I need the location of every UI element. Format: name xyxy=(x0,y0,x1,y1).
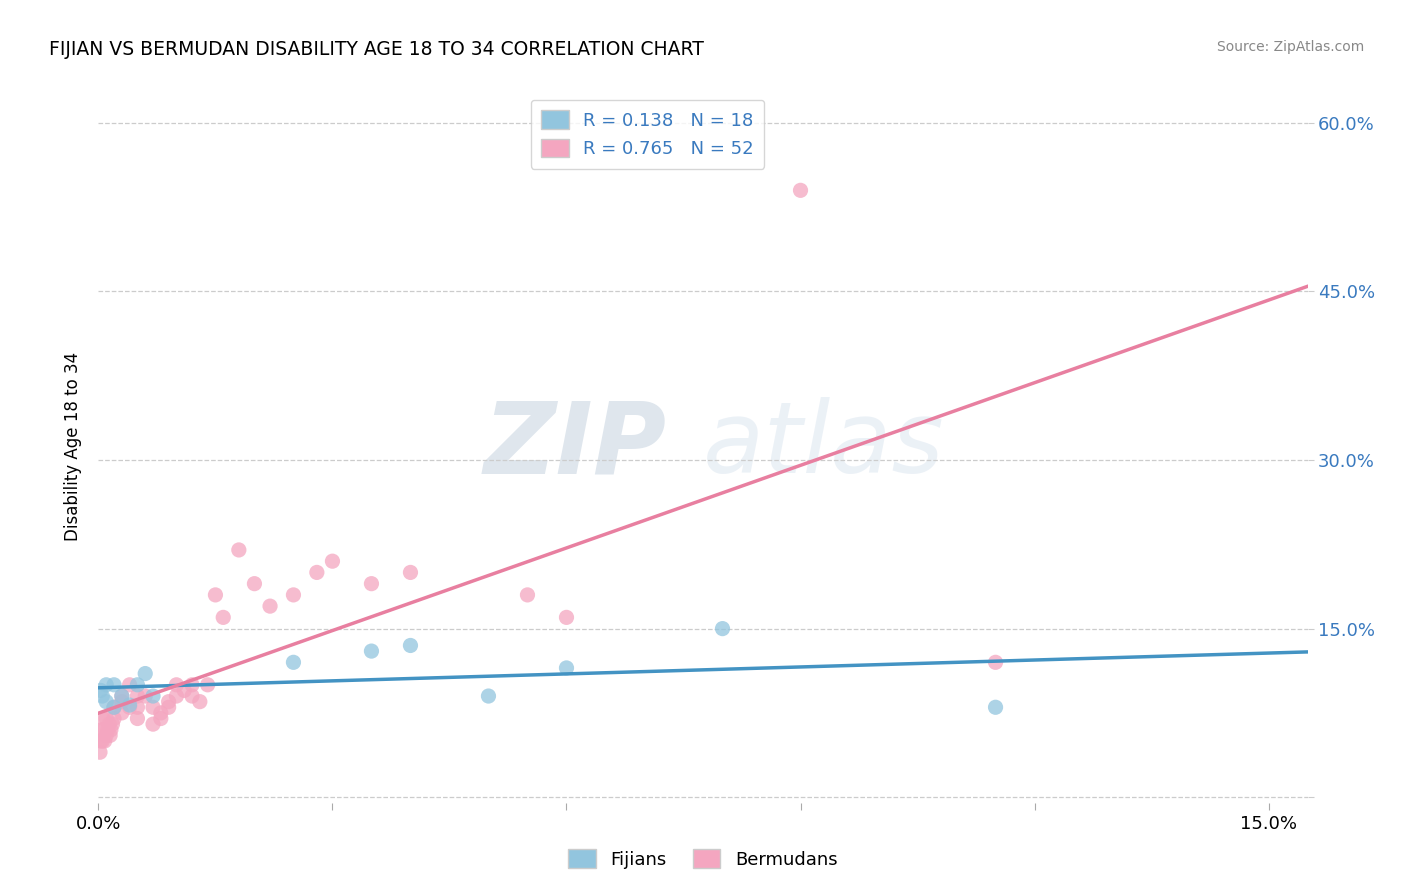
Point xyxy=(984,700,1007,714)
Text: FIJIAN VS BERMUDAN DISABILITY AGE 18 TO 34 CORRELATION CHART: FIJIAN VS BERMUDAN DISABILITY AGE 18 TO … xyxy=(49,40,704,59)
Point xyxy=(188,695,211,709)
Point xyxy=(142,717,165,731)
Point xyxy=(228,543,250,558)
Point xyxy=(89,745,111,759)
Point xyxy=(91,734,114,748)
Point xyxy=(98,717,121,731)
Point xyxy=(555,610,578,624)
Point xyxy=(134,689,156,703)
Point xyxy=(165,689,187,703)
Point xyxy=(360,644,382,658)
Point xyxy=(111,706,134,720)
Point xyxy=(91,712,114,726)
Point xyxy=(181,689,204,703)
Point xyxy=(321,554,343,568)
Point xyxy=(149,712,172,726)
Point xyxy=(157,695,180,709)
Point xyxy=(90,723,112,737)
Point xyxy=(90,683,112,698)
Point xyxy=(90,734,112,748)
Point xyxy=(96,678,118,692)
Point xyxy=(111,689,134,703)
Point xyxy=(93,734,115,748)
Point xyxy=(142,689,165,703)
Point xyxy=(96,728,118,742)
Point xyxy=(101,717,124,731)
Point xyxy=(173,683,195,698)
Point xyxy=(96,712,118,726)
Point xyxy=(111,695,134,709)
Point xyxy=(283,656,305,670)
Point xyxy=(100,723,122,737)
Point xyxy=(197,678,219,692)
Text: ZIP: ZIP xyxy=(484,398,666,494)
Point xyxy=(111,689,134,703)
Point xyxy=(118,698,141,712)
Legend: Fijians, Bermudans: Fijians, Bermudans xyxy=(561,842,845,876)
Point xyxy=(789,183,811,197)
Point xyxy=(127,689,149,703)
Point xyxy=(98,728,121,742)
Point xyxy=(118,678,141,692)
Point xyxy=(165,678,187,692)
Point xyxy=(127,712,149,726)
Point xyxy=(118,700,141,714)
Text: atlas: atlas xyxy=(703,398,945,494)
Point xyxy=(399,639,422,653)
Point xyxy=(127,700,149,714)
Point xyxy=(305,566,328,580)
Point xyxy=(127,678,149,692)
Text: Source: ZipAtlas.com: Source: ZipAtlas.com xyxy=(1216,40,1364,54)
Point xyxy=(157,700,180,714)
Point xyxy=(103,700,125,714)
Point xyxy=(212,610,235,624)
Point xyxy=(555,661,578,675)
Point xyxy=(142,700,165,714)
Point xyxy=(259,599,281,614)
Point xyxy=(516,588,538,602)
Point xyxy=(97,723,120,737)
Point xyxy=(204,588,226,602)
Point xyxy=(96,695,118,709)
Point xyxy=(283,588,305,602)
Point xyxy=(103,712,125,726)
Point xyxy=(360,576,382,591)
Point xyxy=(984,656,1007,670)
Point xyxy=(399,566,422,580)
Y-axis label: Disability Age 18 to 34: Disability Age 18 to 34 xyxy=(65,351,83,541)
Point xyxy=(477,689,499,703)
Point xyxy=(93,723,115,737)
Point xyxy=(181,678,204,692)
Point xyxy=(91,689,114,703)
Point xyxy=(103,678,125,692)
Point xyxy=(711,622,734,636)
Point xyxy=(243,576,266,591)
Point xyxy=(149,706,172,720)
Point xyxy=(134,666,156,681)
Point xyxy=(103,700,125,714)
